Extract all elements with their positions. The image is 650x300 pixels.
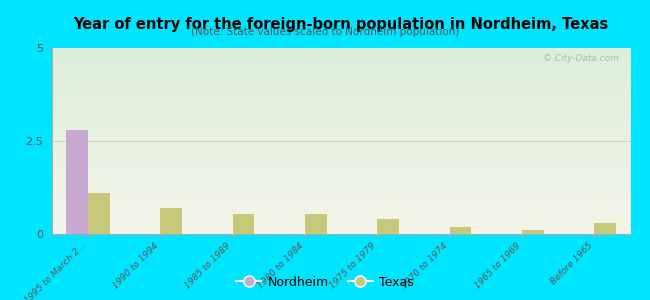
Legend: Nordheim, Texas: Nordheim, Texas — [231, 271, 419, 294]
Text: (Note: State values scaled to Nordheim population): (Note: State values scaled to Nordheim p… — [191, 27, 459, 37]
Bar — [450, 226, 471, 234]
Text: © City-Data.com: © City-Data.com — [543, 54, 619, 63]
Title: Year of entry for the foreign-born population in Nordheim, Texas: Year of entry for the foreign-born popul… — [73, 16, 609, 32]
Bar — [305, 214, 327, 234]
Bar — [522, 230, 543, 234]
Bar — [66, 130, 88, 234]
Bar — [594, 223, 616, 234]
Bar — [161, 208, 182, 234]
Bar — [88, 193, 110, 234]
Bar — [378, 219, 399, 234]
Bar — [233, 214, 255, 234]
